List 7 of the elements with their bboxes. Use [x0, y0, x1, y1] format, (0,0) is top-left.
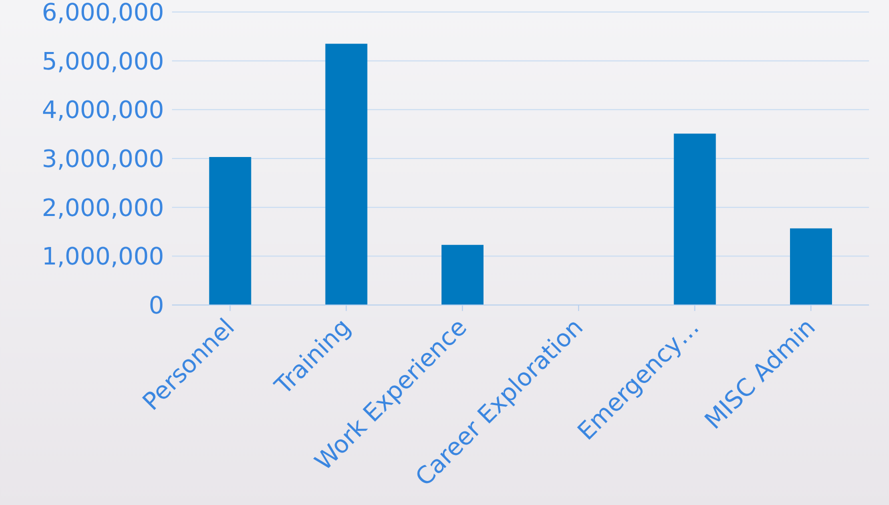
y-tick-label: 0: [148, 292, 164, 320]
y-tick-label: 1,000,000: [42, 242, 164, 271]
y-tick-label: 3,000,000: [42, 145, 164, 174]
y-tick-label: 5,000,000: [42, 47, 164, 76]
y-tick-label: 6,000,000: [42, 0, 164, 27]
y-tick-label: 4,000,000: [42, 96, 164, 124]
y-tick-label: 2,000,000: [42, 194, 164, 222]
